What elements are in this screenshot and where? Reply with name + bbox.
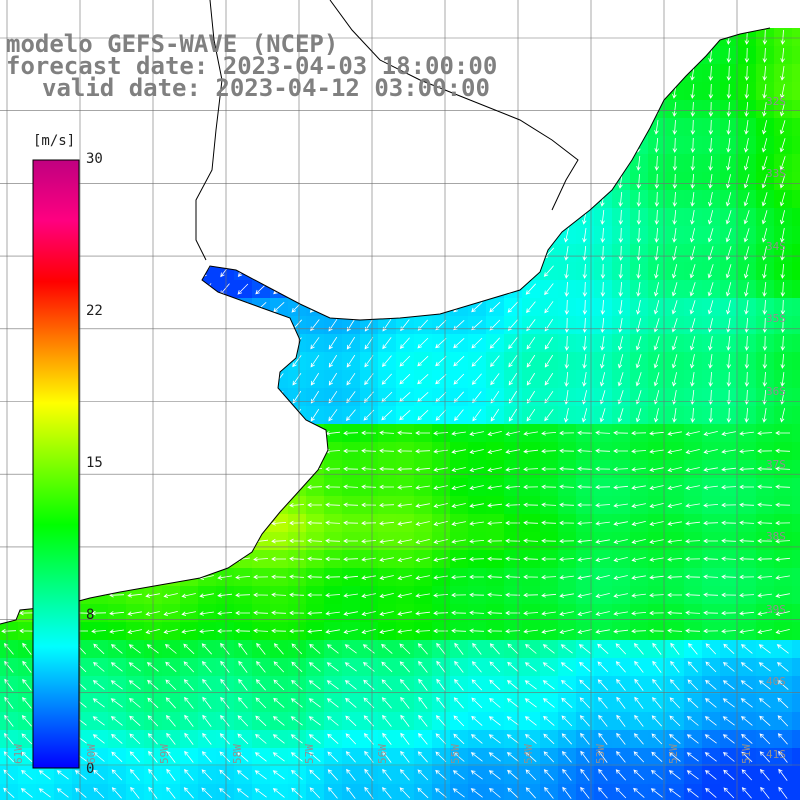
lat-label-32s: 32S — [766, 95, 786, 108]
lon-label-54w: 54W — [522, 744, 535, 764]
colorbar-bar — [32, 159, 80, 769]
colorbar-unit-label: [m/s] — [33, 133, 76, 149]
lon-label-58w: 58W — [231, 744, 244, 764]
wind-speed-field — [0, 28, 800, 800]
lon-label-51w: 51W — [740, 744, 753, 764]
lat-label-39s: 39S — [766, 603, 786, 616]
lon-label-53w: 53W — [594, 744, 607, 764]
colorbar-tick-30: 30 — [86, 151, 103, 167]
lon-label-57w: 57W — [303, 744, 316, 764]
lat-label-41s: 41S — [766, 748, 786, 761]
title-forecast-date: forecast date: 2023-04-03 18:00:00 — [6, 52, 498, 80]
lat-label-33s: 33S — [766, 167, 786, 180]
title-model: modelo GEFS-WAVE (NCEP) — [6, 30, 339, 58]
colorbar-tick-8: 8 — [86, 607, 95, 623]
lon-label-60w: 60W — [85, 744, 98, 764]
lon-label-56w: 56W — [376, 744, 389, 764]
lat-label-35s: 35S — [766, 312, 786, 325]
lon-label-61w: 61W — [12, 744, 25, 764]
lon-label-52w: 52W — [667, 744, 680, 764]
lat-label-40s: 40S — [766, 675, 786, 688]
coastline — [0, 0, 771, 625]
lat-label-36s: 36S — [766, 385, 786, 398]
lat-label-37s: 37S — [766, 458, 786, 471]
lat-label-38s: 38S — [766, 530, 786, 543]
lon-label-59w: 59W — [158, 744, 171, 764]
colorbar-tick-0: 0 — [86, 761, 95, 777]
lat-label-34s: 34S — [766, 240, 786, 253]
colorbar-tick-15: 15 — [86, 455, 103, 471]
title-valid-date: valid date: 2023-04-12 03:00:00 — [42, 74, 490, 102]
colorbar-tick-22: 22 — [86, 303, 103, 319]
lon-label-55w: 55W — [449, 744, 462, 764]
